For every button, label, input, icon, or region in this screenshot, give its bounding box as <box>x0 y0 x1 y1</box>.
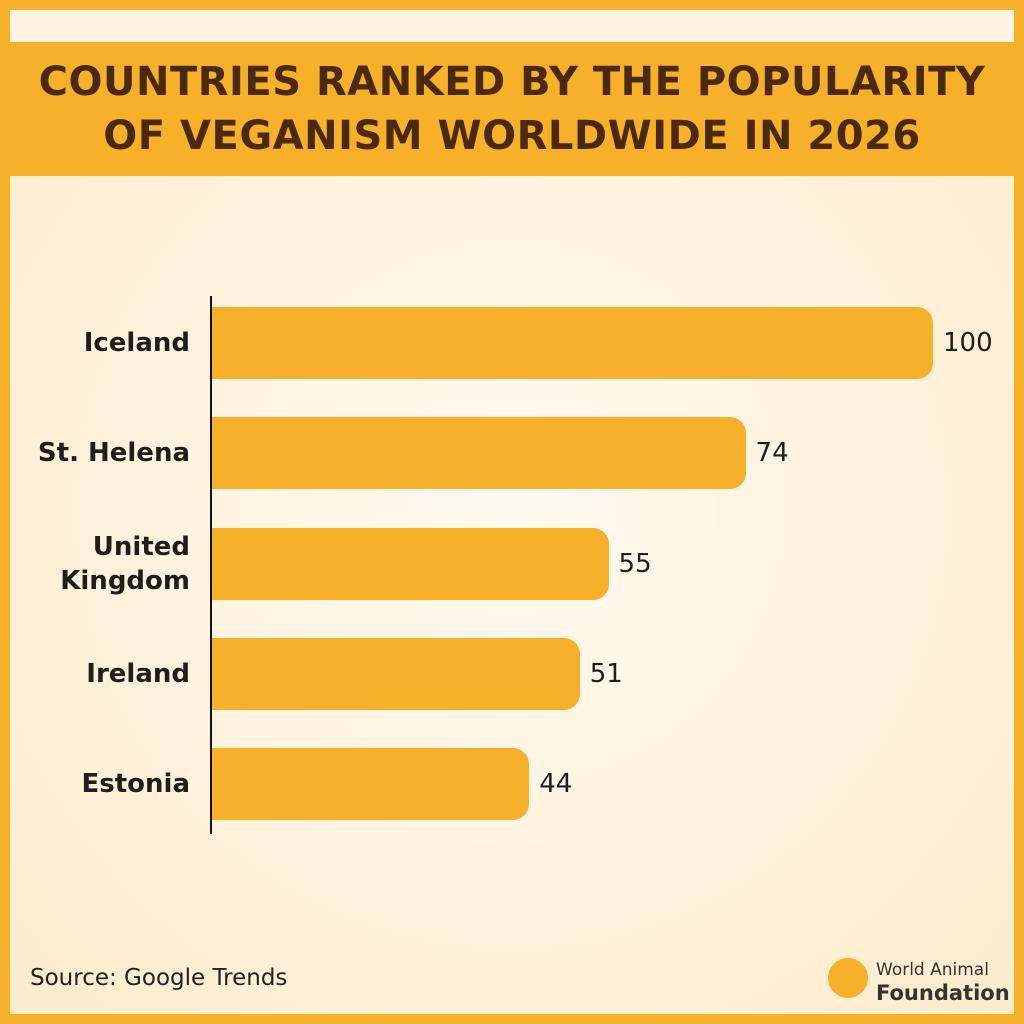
category-label: Estonia <box>81 769 191 800</box>
brand-name: Foundation <box>876 981 1010 1005</box>
bar <box>212 307 933 379</box>
source-note: Source: Google Trends <box>30 965 288 991</box>
top-strip <box>10 10 1014 42</box>
logo-icon <box>828 958 868 998</box>
value-label: 51 <box>589 658 623 689</box>
value-label: 44 <box>539 769 573 800</box>
bar <box>212 637 580 710</box>
value-label: 100 <box>943 328 993 358</box>
value-label: 74 <box>755 438 789 469</box>
category-label: Iceland <box>83 328 190 358</box>
chart-title: COUNTRIES RANKED BY THE POPULARITY OF VE… <box>38 59 986 159</box>
category-label: St. Helena <box>37 438 190 469</box>
brand-name: World Animal <box>876 960 989 980</box>
bar <box>212 527 609 600</box>
category-label: Ireland <box>86 658 190 689</box>
category-label: United Kingdom <box>60 531 190 596</box>
bar <box>212 748 530 821</box>
axis-line <box>210 296 212 834</box>
value-label: 55 <box>618 548 652 579</box>
title-band: COUNTRIES RANKED BY THE POPULARITY OF VE… <box>10 42 1014 176</box>
bar <box>212 417 746 490</box>
